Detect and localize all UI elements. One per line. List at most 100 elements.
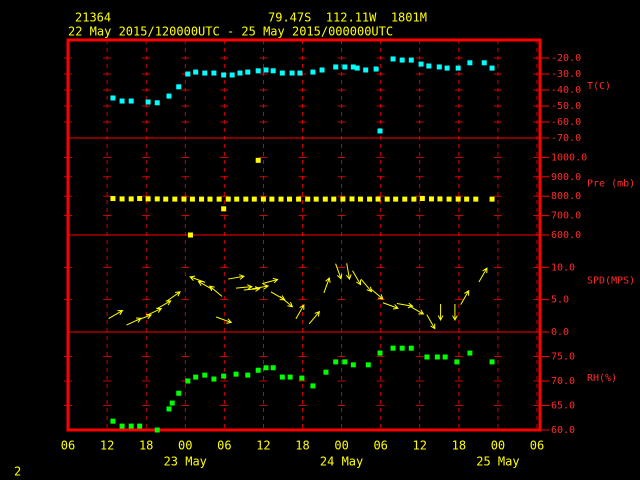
data-point [202, 70, 208, 76]
data-point [436, 64, 442, 70]
data-point [245, 372, 251, 378]
y-tick-label: -30.0 [551, 69, 581, 80]
data-point [289, 70, 295, 76]
data-point [202, 372, 208, 378]
data-point [489, 196, 495, 202]
y-tick-label: 1000.0 [551, 152, 587, 163]
data-point [333, 64, 339, 70]
data-point [172, 196, 178, 202]
data-point [333, 359, 339, 365]
data-point [263, 67, 269, 73]
data-point [342, 359, 348, 365]
data-point [444, 65, 450, 71]
x-tick-label: 12 [413, 439, 427, 453]
data-point [305, 196, 311, 202]
data-point [154, 100, 160, 106]
data-point [322, 196, 328, 202]
data-point [145, 196, 151, 202]
data-point [270, 68, 276, 74]
x-tick-label: 12 [256, 439, 270, 453]
y-tick-label: -70.0 [551, 133, 581, 144]
data-point [489, 359, 495, 365]
data-point [365, 362, 371, 368]
data-point [185, 71, 191, 77]
y-tick-label: -60.0 [551, 117, 581, 128]
data-point [221, 72, 227, 78]
data-point [350, 64, 356, 70]
y-tick-label: 600.0 [551, 230, 581, 241]
data-point [350, 362, 356, 368]
data-point [384, 196, 390, 202]
wind-arrow [396, 302, 414, 309]
wind-arrow [215, 316, 233, 324]
wind-arrow [360, 278, 373, 293]
data-point [455, 65, 461, 71]
data-point [110, 95, 116, 101]
data-point [187, 232, 193, 238]
x-tick-label: 18 [139, 439, 153, 453]
data-point [464, 196, 470, 202]
data-point [390, 56, 396, 62]
data-point [373, 66, 379, 72]
data-point [393, 196, 399, 202]
data-point [237, 70, 243, 76]
data-point [467, 60, 473, 66]
date-label: 25 May [476, 455, 519, 469]
data-point [424, 354, 430, 360]
data-point [418, 61, 424, 67]
data-point [434, 354, 440, 360]
data-point [467, 350, 473, 356]
data-point [454, 359, 460, 365]
x-tick-label: 00 [334, 439, 348, 453]
data-point [234, 196, 240, 202]
data-point [428, 196, 434, 202]
data-point [185, 378, 191, 384]
wind-arrow [108, 310, 124, 319]
data-point [145, 99, 151, 105]
x-tick-label: 18 [452, 439, 466, 453]
y-tick-label: 800.0 [551, 191, 581, 202]
x-tick-label: 06 [61, 439, 75, 453]
panel-label: RH(%) [587, 373, 617, 384]
data-point [402, 196, 408, 202]
wind-arrow [166, 291, 181, 302]
data-point [166, 93, 172, 99]
data-point [176, 84, 182, 90]
y-tick-label: -40.0 [551, 85, 581, 96]
data-point [473, 196, 479, 202]
y-tick-label: 5.0 [551, 295, 569, 306]
data-point [163, 196, 169, 202]
data-point [279, 374, 285, 380]
wind-arrow [308, 310, 321, 325]
data-point [319, 67, 325, 73]
wind-arrow [279, 296, 294, 308]
period: 22 May 2015/120000UTC - 25 May 2015/0000… [68, 25, 393, 39]
data-point [245, 69, 251, 75]
data-point [154, 196, 160, 202]
panel-label: Pre (mb) [587, 179, 635, 190]
y-tick-label: -20.0 [551, 53, 581, 64]
wind-arrow [370, 288, 384, 300]
data-point [287, 374, 293, 380]
data-point [399, 57, 405, 63]
data-point [489, 65, 495, 71]
data-point [408, 345, 414, 351]
data-point [128, 98, 134, 104]
y-tick-label: -50.0 [551, 101, 581, 112]
data-point [119, 98, 125, 104]
date-label: 24 May [320, 455, 363, 469]
data-point [193, 69, 199, 75]
y-tick-label: 65.0 [551, 401, 575, 412]
data-point [255, 68, 261, 74]
data-point [340, 196, 346, 202]
data-point [342, 64, 348, 70]
data-point [323, 369, 329, 375]
data-point [437, 196, 443, 202]
data-point [310, 69, 316, 75]
x-tick-label: 18 [295, 439, 309, 453]
wind-arrow [460, 289, 470, 305]
wind-arrow [156, 300, 172, 310]
y-tick-label: 700.0 [551, 211, 581, 222]
data-point [442, 354, 448, 360]
